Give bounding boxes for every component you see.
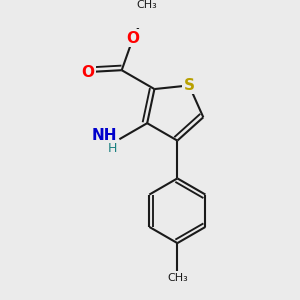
Text: O: O (81, 64, 94, 80)
Text: CH₃: CH₃ (167, 273, 188, 283)
Text: H: H (107, 142, 117, 155)
Text: CH₃: CH₃ (136, 0, 157, 10)
Text: NH: NH (91, 128, 117, 143)
Text: O: O (127, 31, 140, 46)
Text: S: S (184, 78, 195, 93)
